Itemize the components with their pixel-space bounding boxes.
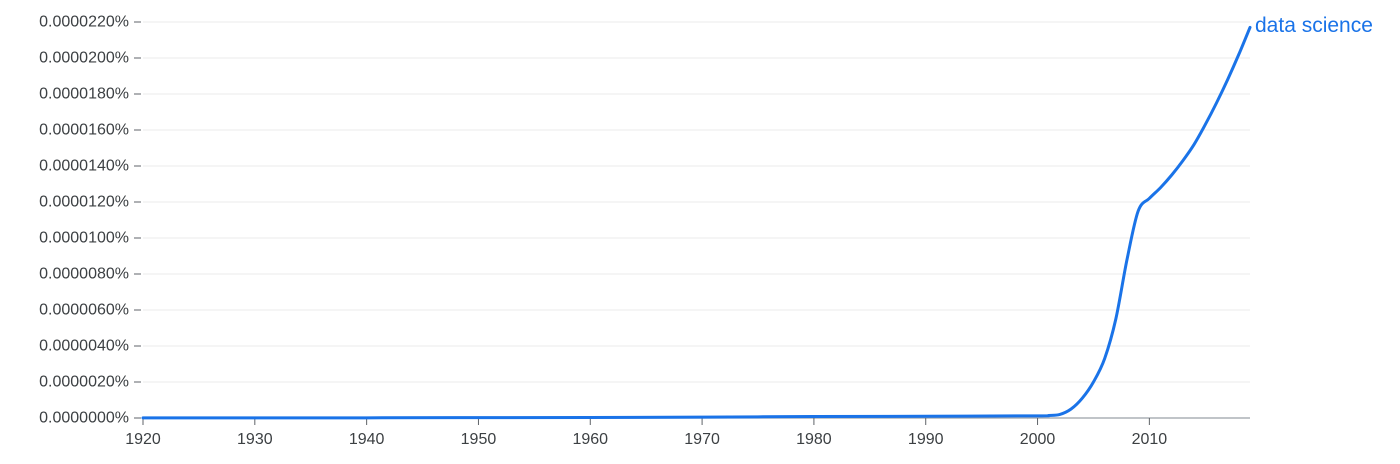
series-line-data-science[interactable] <box>141 25 1252 420</box>
y-tick-label: 0.0000180% <box>39 86 129 103</box>
series-label[interactable]: data science <box>1255 14 1373 37</box>
x-tick-label: 1950 <box>461 431 497 448</box>
x-tick-label: 1930 <box>237 431 273 448</box>
x-tick-label: 1970 <box>684 431 720 448</box>
x-tick-label: 1990 <box>908 431 944 448</box>
y-axis: 0.0000000% 0.0000020% 0.0000040% 0.0000060%… <box>39 14 141 427</box>
x-tick-label: 1960 <box>572 431 608 448</box>
y-tick-label: 0.0000140% <box>39 158 129 175</box>
x-axis: 1920 1930 1940 1950 1960 1970 1980 1990 2000 2010 <box>125 417 1250 448</box>
x-tick-label: 2010 <box>1132 431 1168 448</box>
series-group: data science <box>141 14 1373 420</box>
y-tick-label: 0.0000160% <box>39 122 129 139</box>
y-tick-label: 0.0000220% <box>39 14 129 31</box>
gridlines <box>143 21 1250 383</box>
y-tick-label: 0.0000020% <box>39 374 129 391</box>
y-tick-label: 0.0000040% <box>39 338 129 355</box>
y-tick-label: 0.0000200% <box>39 50 129 67</box>
y-tick-label: 0.0000060% <box>39 302 129 319</box>
y-tick-label: 0.0000100% <box>39 230 129 247</box>
y-tick-label: 0.0000000% <box>39 410 129 427</box>
x-tick-label: 1980 <box>796 431 832 448</box>
y-tick-label: 0.0000080% <box>39 266 129 283</box>
x-tick-label: 1920 <box>125 431 161 448</box>
x-tick-label: 2000 <box>1020 431 1056 448</box>
x-tick-label: 1940 <box>349 431 385 448</box>
y-tick-label: 0.0000120% <box>39 194 129 211</box>
